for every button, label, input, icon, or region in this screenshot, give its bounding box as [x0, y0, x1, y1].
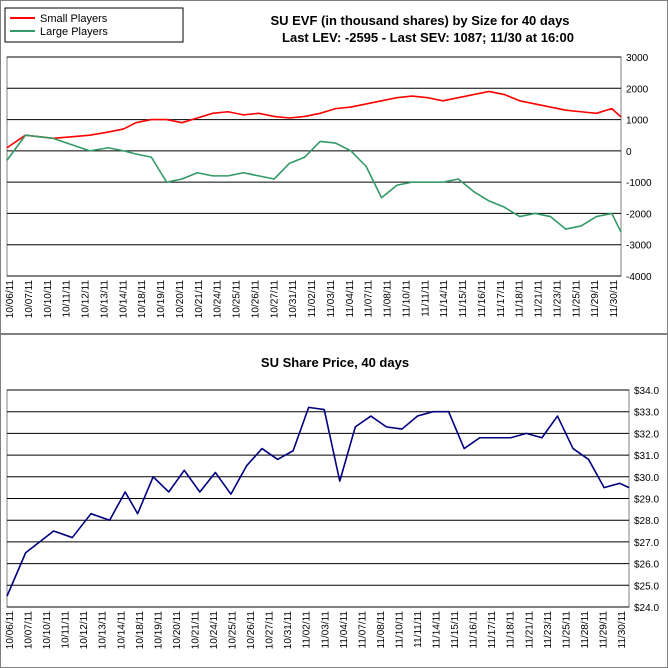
evf-series-line-1: [6, 134, 622, 233]
price-xtick-label: 11/03/11: [320, 611, 331, 649]
price-xtick-label: 11/16/11: [469, 611, 480, 649]
price-ytick-label: $34.0: [634, 386, 659, 397]
evf-xtick-label: 11/03/11: [326, 280, 337, 318]
evf-ytick-label: -4000: [626, 272, 652, 283]
price-xtick-label: 10/06/11: [5, 611, 16, 650]
price-ytick-label: $31.0: [634, 451, 659, 462]
price-xtick-label: 11/11/11: [413, 611, 424, 648]
price-xtick-label: 10/21/11: [190, 611, 201, 650]
price-ytick-label: $28.0: [634, 516, 659, 527]
price-xtick-label: 10/10/11: [42, 611, 53, 650]
price-xtick-label: 10/20/11: [172, 611, 183, 650]
evf-xtick-label: 10/06/11: [5, 280, 16, 319]
price-ytick-label: $25.0: [634, 581, 659, 592]
evf-ytick-label: 3000: [626, 53, 649, 64]
evf-xtick-label: 11/11/11: [420, 280, 431, 317]
price-xtick-label: 10/27/11: [265, 611, 276, 650]
price-ytick-label: $26.0: [634, 560, 659, 571]
evf-ytick-label: 0: [626, 147, 632, 158]
evf-xtick-label: 11/17/11: [496, 280, 507, 318]
evf-xtick-label: 11/15/11: [458, 280, 469, 318]
evf-xtick-label: 11/10/11: [401, 280, 412, 318]
price-series-line-0: [6, 406, 630, 597]
price-xtick-label: 11/21/11: [524, 611, 535, 649]
price-xtick-label: 11/08/11: [376, 611, 387, 649]
evf-xtick-label: 10/20/11: [175, 280, 186, 319]
price-xtick-label: 11/02/11: [302, 611, 313, 649]
evf-xtick-label: 10/13/11: [99, 280, 110, 319]
price-xtick-label: 10/13/11: [98, 611, 109, 650]
price-xtick-label: 11/07/11: [357, 611, 368, 649]
evf-xtick-label: 10/27/11: [269, 280, 280, 319]
evf-xtick-label: 11/23/11: [552, 280, 563, 318]
evf-xtick-label: 11/04/11: [345, 280, 356, 318]
evf-xtick-label: 10/24/11: [213, 280, 224, 319]
legend-large-players-label: Large Players: [40, 26, 108, 38]
evf-xtick-label: 10/26/11: [250, 280, 261, 319]
price-xtick-label: 11/10/11: [394, 611, 405, 649]
price-xtick-label: 10/19/11: [153, 611, 164, 650]
price-xtick-label: 11/04/11: [339, 611, 350, 649]
price-xtick-label: 11/25/11: [561, 611, 572, 649]
evf-xtick-label: 10/14/11: [118, 280, 129, 319]
price-ytick-label: $27.0: [634, 538, 659, 549]
price-xtick-label: 10/11/11: [61, 611, 72, 649]
price-ytick-label: $33.0: [634, 408, 659, 419]
evf-chart-subtitle: Last LEV: -2595 - Last SEV: 1087; 11/30 …: [282, 30, 574, 45]
price-xtick-label: 10/31/11: [283, 611, 294, 650]
evf-xtick-label: 10/18/11: [137, 280, 148, 319]
price-xtick-label: 10/12/11: [79, 611, 90, 650]
evf-chart-title: SU EVF (in thousand shares) by Size for …: [270, 13, 569, 28]
price-xtick-label: 11/18/11: [506, 611, 517, 649]
evf-ytick-label: -2000: [626, 209, 652, 220]
price-xtick-label: 11/14/11: [432, 611, 443, 649]
evf-xtick-label: 11/30/11: [609, 280, 620, 318]
legend: [4, 7, 184, 43]
price-xtick-label: 10/18/11: [135, 611, 146, 650]
evf-xtick-label: 11/21/11: [534, 280, 545, 318]
evf-xtick-label: 11/07/11: [364, 280, 375, 318]
evf-plot: -4000 -3000 -2000 -1000 0 1000 2000 3000 10/06/1…: [5, 53, 652, 318]
price-ytick-label: $24.0: [634, 603, 659, 614]
evf-xtick-label: 11/25/11: [571, 280, 582, 318]
evf-xtick-label: 11/18/11: [515, 280, 526, 318]
price-xtick-label: 11/23/11: [543, 611, 554, 649]
price-plot: $24.0 $25.0 $26.0 $27.0 $28.0 $29.0 $30.0 $31.0…: [5, 386, 659, 649]
evf-xtick-label: 11/14/11: [439, 280, 450, 318]
evf-xtick-label: 10/21/11: [194, 280, 205, 319]
price-ytick-label: $30.0: [634, 473, 659, 484]
evf-ytick-label: 2000: [626, 84, 649, 95]
evf-series-line-0: [6, 90, 622, 149]
price-xtick-label: 10/07/11: [24, 611, 35, 650]
evf-xtick-label: 10/11/11: [62, 280, 73, 318]
evf-ytick-label: -3000: [626, 241, 652, 252]
evf-xtick-label: 10/12/11: [81, 280, 92, 319]
evf-xtick-label: 10/10/11: [43, 280, 54, 319]
evf-xtick-label: 10/07/11: [24, 280, 35, 319]
price-ytick-label: $32.0: [634, 429, 659, 440]
evf-ytick-label: 1000: [626, 116, 649, 127]
evf-xtick-label: 10/25/11: [232, 280, 243, 319]
evf-xtick-label: 11/16/11: [477, 280, 488, 318]
price-xtick-label: 11/29/11: [598, 611, 609, 649]
evf-ytick-label: -1000: [626, 178, 652, 189]
price-xtick-label: 10/25/11: [228, 611, 239, 650]
price-xtick-label: 11/15/11: [450, 611, 461, 649]
price-xtick-label: 10/14/11: [116, 611, 127, 650]
evf-xtick-label: 10/31/11: [288, 280, 299, 319]
evf-xtick-label: 11/29/11: [590, 280, 601, 318]
evf-xtick-label: 11/02/11: [307, 280, 318, 318]
price-xtick-label: 10/26/11: [246, 611, 257, 650]
price-chart-title: SU Share Price, 40 days: [261, 355, 409, 370]
price-xtick-label: 11/28/11: [580, 611, 591, 649]
price-xtick-label: 11/17/11: [487, 611, 498, 649]
price-xtick-label: 10/24/11: [209, 611, 220, 650]
evf-plot-area: [6, 56, 622, 277]
legend-small-players-label: Small Players: [40, 13, 108, 25]
price-ytick-label: $29.0: [634, 495, 659, 506]
evf-xtick-label: 10/19/11: [156, 280, 167, 319]
evf-xtick-label: 11/08/11: [383, 280, 394, 318]
price-xtick-label: 11/30/11: [617, 611, 628, 649]
